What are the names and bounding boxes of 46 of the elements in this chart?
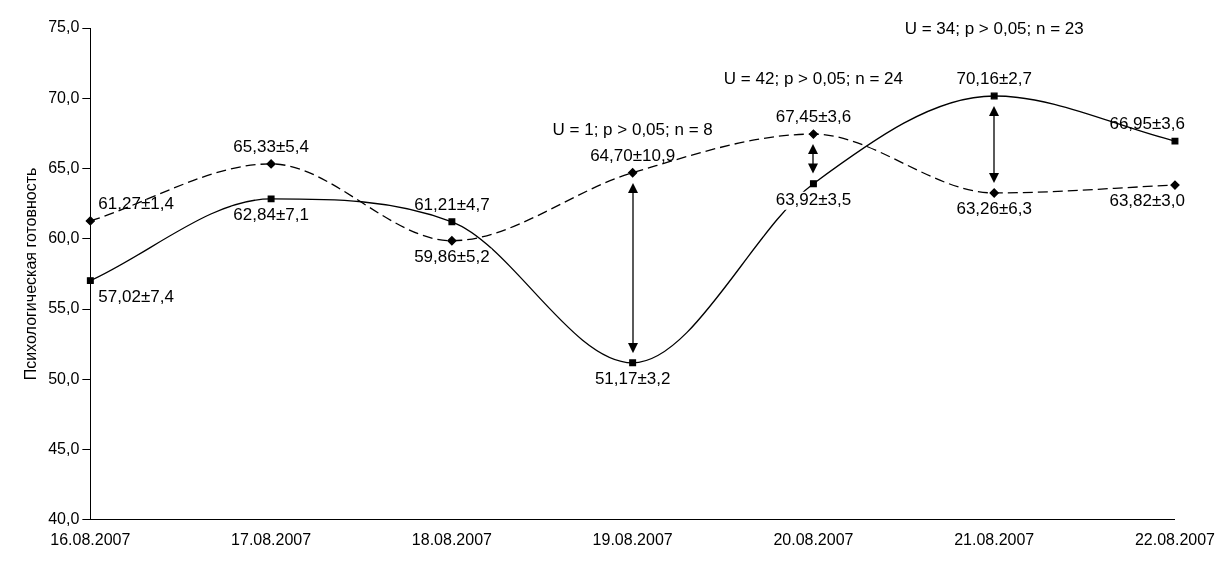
point <box>1170 180 1180 190</box>
point <box>629 359 637 367</box>
point <box>989 188 999 198</box>
data-label: 61,27±1,4 <box>98 194 174 214</box>
point <box>85 216 95 226</box>
y-tick-label: 40,0 <box>48 510 80 528</box>
y-tick-label: 70,0 <box>48 88 80 106</box>
x-tick-label: 19.08.2007 <box>592 530 673 548</box>
point <box>266 159 276 169</box>
x-tick-label: 20.08.2007 <box>773 530 854 548</box>
point <box>86 277 94 285</box>
y-axis-title: Психологическая готовность <box>22 167 40 381</box>
point <box>1171 137 1179 145</box>
data-label: 63,82±3,0 <box>1109 191 1185 211</box>
data-label: 57,02±7,4 <box>98 286 174 306</box>
annotation: U = 1; p > 0,05; n = 8 <box>552 119 713 139</box>
y-tick-label: 45,0 <box>48 439 80 457</box>
y-tick-label: 50,0 <box>48 369 80 387</box>
data-label: 62,84±7,1 <box>233 205 309 225</box>
y-tick-label: 60,0 <box>48 229 80 247</box>
data-label: 61,21±4,7 <box>414 194 490 214</box>
y-tick-label: 75,0 <box>48 18 80 36</box>
x-tick-label: 17.08.2007 <box>231 530 312 548</box>
data-label: 63,26±6,3 <box>956 199 1032 219</box>
x-tick-label: 18.08.2007 <box>411 530 493 548</box>
x-tick-label: 16.08.2007 <box>50 530 131 548</box>
data-label: 70,16±2,7 <box>956 69 1032 89</box>
data-label: 65,33±5,4 <box>233 137 309 157</box>
data-label: 63,92±3,5 <box>775 189 852 209</box>
data-label: 59,86±5,2 <box>414 246 490 266</box>
point <box>628 168 638 178</box>
x-tick-label: 21.08.2007 <box>954 530 1035 548</box>
point <box>267 195 275 203</box>
point <box>809 180 817 188</box>
data-label: 66,95±3,6 <box>1109 114 1185 134</box>
data-label: 64,70±10,9 <box>590 145 676 165</box>
data-label: 67,45±3,6 <box>775 107 852 127</box>
data-label: 51,17±3,2 <box>594 369 671 389</box>
point <box>447 236 457 246</box>
annotation: U = 34; p > 0,05; n = 23 <box>904 19 1084 39</box>
x-tick-label: 22.08.2007 <box>1134 530 1216 548</box>
point <box>808 129 819 139</box>
y-tick-label: 55,0 <box>48 299 80 317</box>
point <box>448 218 456 226</box>
y-tick-label: 65,0 <box>48 158 80 176</box>
annotation: U = 42; p > 0,05; n = 24 <box>723 69 903 89</box>
